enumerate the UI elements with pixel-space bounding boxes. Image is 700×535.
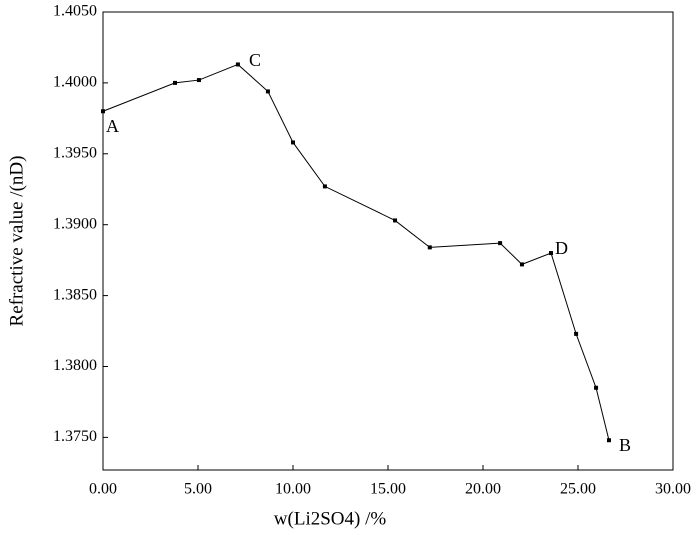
data-point (519, 262, 524, 267)
x-tick-label: 15.00 (370, 481, 406, 498)
data-point (265, 89, 270, 94)
data-point (606, 438, 611, 443)
x-tick-label: 10.00 (275, 481, 311, 498)
point-annotation: C (249, 50, 261, 70)
y-tick-label: 1.3900 (53, 215, 97, 232)
plot-frame (102, 11, 674, 471)
data-point (196, 78, 201, 83)
y-tick-label: 1.4000 (53, 74, 97, 91)
data-point (594, 385, 599, 390)
data-point (235, 62, 240, 67)
y-tick-label: 1.4050 (53, 3, 97, 20)
data-point (173, 80, 178, 85)
x-tick-label: 30.00 (655, 481, 691, 498)
x-tick-label: 25.00 (560, 481, 596, 498)
x-tick-label: 5.00 (184, 481, 212, 498)
x-tick-label: 20.00 (465, 481, 501, 498)
x-axis-label: w(Li2SO4) /% (274, 508, 387, 529)
data-point (291, 140, 295, 145)
y-tick-label: 1.3800 (53, 357, 97, 374)
data-point (393, 218, 398, 223)
point-annotation: D (555, 238, 568, 258)
point-annotation: B (619, 435, 631, 455)
data-point (549, 251, 554, 256)
y-tick-label: 1.3850 (53, 286, 97, 303)
data-point (498, 241, 503, 246)
y-tick-label: 1.3950 (53, 144, 97, 161)
data-point (574, 331, 579, 336)
point-annotation: A (106, 116, 119, 136)
y-tick-label: 1.3750 (53, 428, 97, 445)
data-point (427, 245, 432, 250)
y-axis-label: Refractive value /(nD) (6, 156, 27, 327)
data-point (101, 109, 105, 114)
x-tick-label: 0.00 (89, 481, 117, 498)
data-point (322, 184, 327, 189)
data-line (102, 63, 610, 441)
